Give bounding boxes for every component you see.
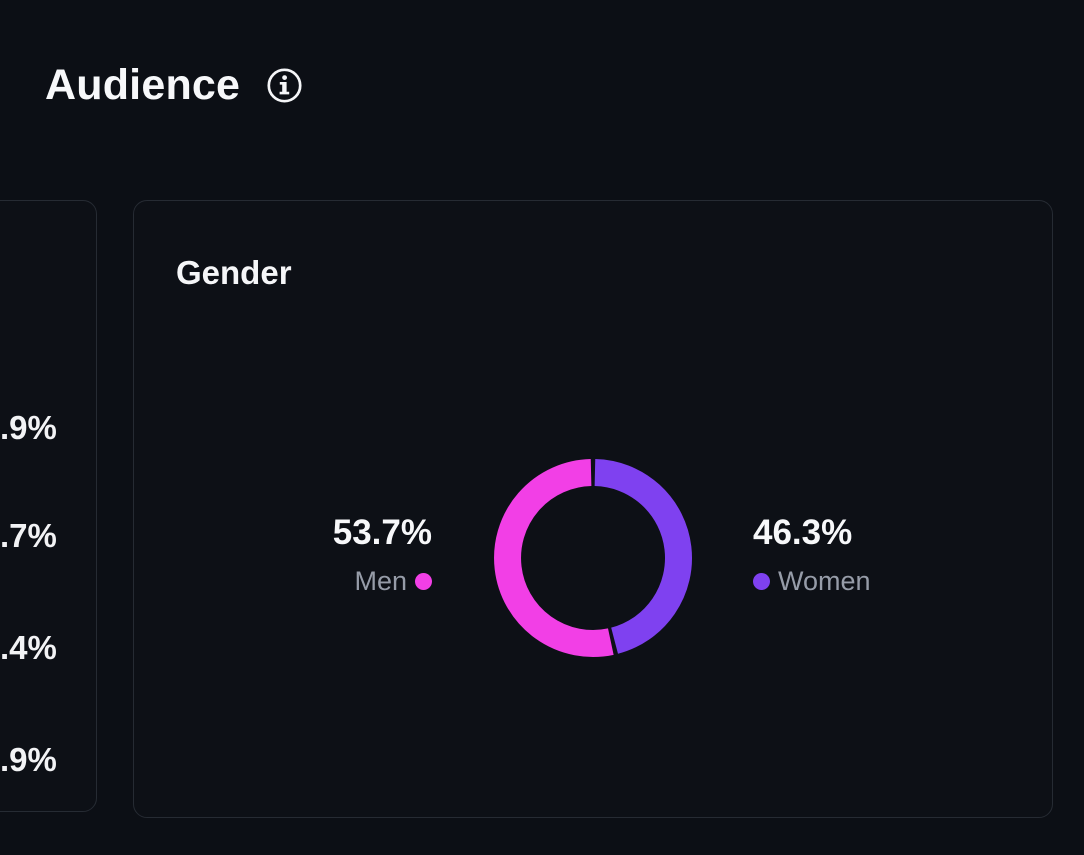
women-label-row: Women: [753, 567, 943, 595]
men-label-row: Men: [252, 567, 432, 595]
legend-men: 53.7% Men: [252, 513, 432, 595]
info-icon[interactable]: [266, 67, 303, 104]
men-dot-icon: [415, 572, 432, 590]
donut-segment-men[interactable]: [494, 459, 614, 657]
men-label: Men: [354, 566, 407, 596]
gender-donut-chart: [491, 456, 695, 660]
page-header: Audience: [45, 64, 303, 107]
men-percentage: 53.7%: [332, 513, 432, 552]
page-title: Audience: [45, 61, 241, 109]
left-card-value: .7%: [0, 517, 57, 554]
gender-card: Gender 53.7% Men 46.3% Women: [133, 200, 1053, 818]
women-percentage: 46.3%: [753, 513, 853, 552]
left-card-value: .4%: [0, 629, 57, 666]
left-card-partial: .9% .7% .4% .9%: [0, 200, 97, 812]
left-card-value: .9%: [0, 741, 57, 778]
donut-segment-women[interactable]: [594, 459, 692, 654]
left-card-value: .9%: [0, 409, 57, 446]
gender-card-title: Gender: [176, 254, 292, 291]
legend-women: 46.3% Women: [753, 513, 943, 595]
women-dot-icon: [753, 572, 770, 590]
women-label: Women: [778, 566, 871, 596]
